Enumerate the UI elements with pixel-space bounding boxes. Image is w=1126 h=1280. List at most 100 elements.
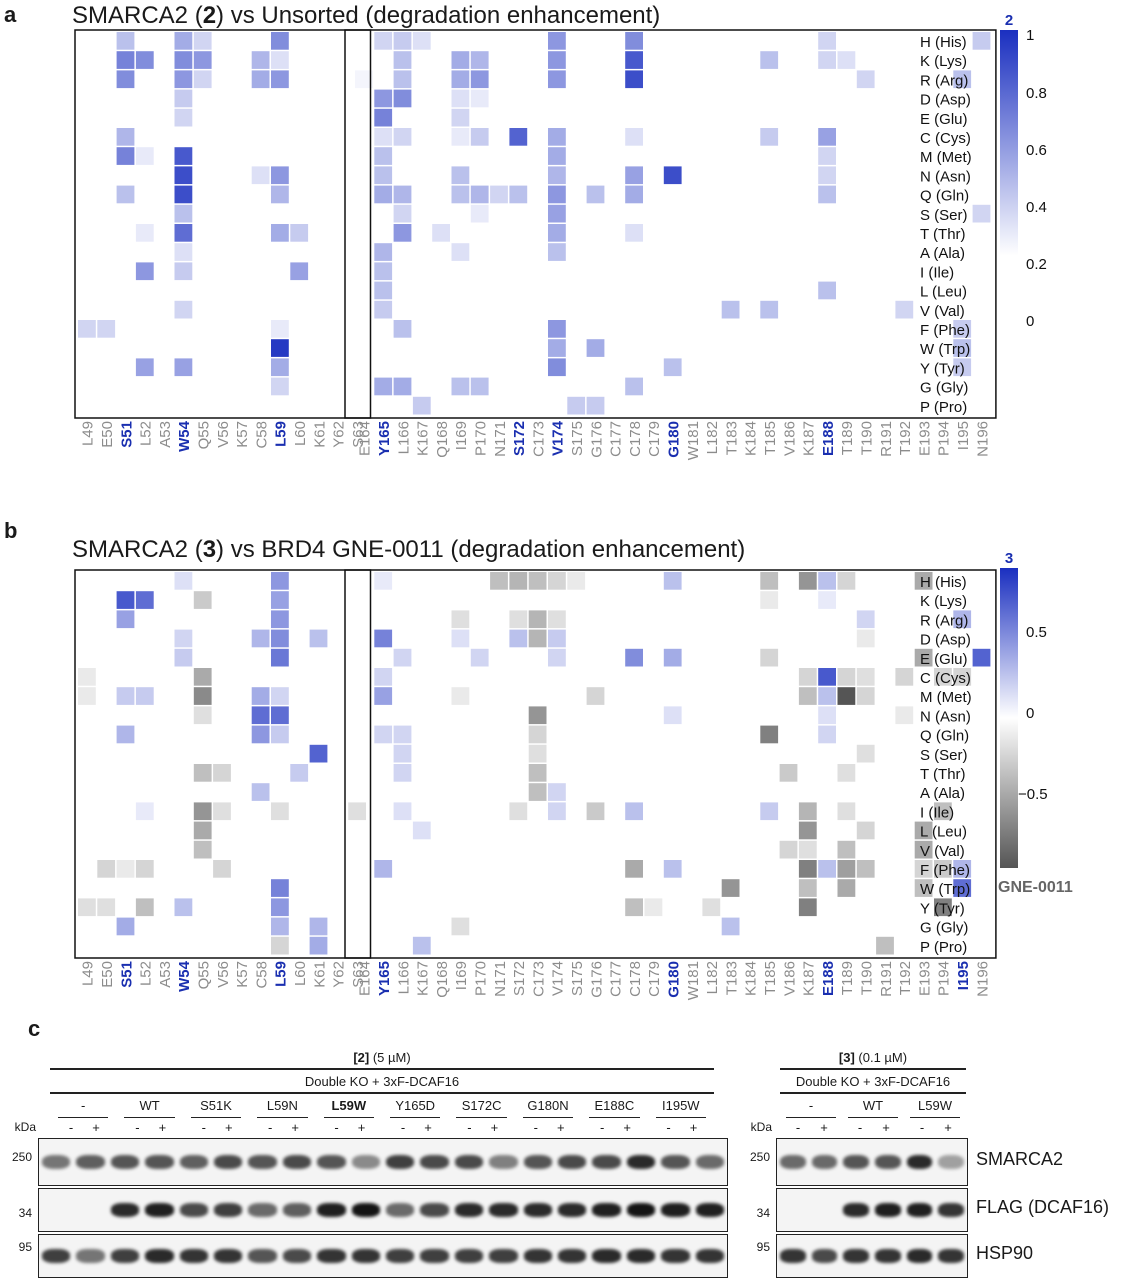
column-label: K57: [234, 421, 251, 448]
protein-band: [811, 1249, 838, 1263]
heatmap-cell: [309, 917, 328, 936]
lane-label-left: G180N: [527, 1098, 569, 1113]
heatmap-cell: [374, 128, 393, 146]
heatmap-cell: [798, 840, 817, 859]
row-label: W (Trp): [920, 881, 970, 898]
colorbar-tick: 0.4: [1026, 199, 1047, 216]
row-label: A (Ala): [920, 785, 965, 802]
column-label: R191: [878, 961, 895, 997]
mw-marker: 250: [11, 1150, 32, 1164]
protein-band: [110, 1154, 140, 1170]
heatmap-cell: [760, 51, 779, 69]
column-label: C178: [627, 421, 644, 457]
heatmap-cell: [412, 396, 431, 415]
heatmap-cell: [78, 320, 96, 338]
column-label: S63: [350, 961, 367, 988]
heatmap-cell: [856, 687, 875, 705]
heatmap-cell: [97, 860, 116, 878]
heatmap-cell: [348, 802, 366, 821]
protein-band: [592, 1154, 621, 1170]
protein-band: [523, 1154, 552, 1170]
heatmap-cell: [548, 339, 566, 357]
column-label: L49: [80, 421, 97, 446]
heatmap-cell: [818, 281, 836, 300]
row-label: G (Gly): [920, 380, 968, 397]
heatmap-cell: [548, 802, 566, 821]
heatmap-cell: [174, 204, 193, 223]
row-label: V (Val): [920, 843, 965, 860]
colorbar-tick: 0: [1026, 705, 1034, 722]
blot-box: [38, 1234, 728, 1278]
protein-band: [386, 1154, 415, 1170]
plus-label: +: [882, 1120, 890, 1135]
protein-band: [938, 1249, 964, 1263]
protein-band: [906, 1203, 933, 1217]
heatmap-cell: [271, 572, 289, 590]
column-label: I169: [453, 961, 470, 990]
protein-band: [214, 1154, 243, 1170]
heatmap-cell: [174, 572, 193, 590]
heatmap-cell: [251, 725, 270, 744]
heatmap-cell: [798, 821, 817, 840]
minus-label: -: [400, 1120, 406, 1135]
row-label: M (Met): [920, 149, 972, 166]
plus-label: +: [623, 1120, 631, 1135]
heatmap-cell: [586, 185, 605, 204]
heatmap-cell: [78, 668, 96, 686]
heatmap-cell: [271, 648, 289, 667]
heatmap-cell: [116, 917, 135, 936]
heatmap-cell: [271, 687, 289, 705]
protein-band: [938, 1154, 964, 1170]
heatmap-cell: [972, 32, 991, 50]
minus-label: -: [533, 1120, 538, 1135]
heatmap-cell: [760, 591, 779, 609]
heatmap-cell: [271, 898, 289, 917]
protein-band: [558, 1203, 587, 1217]
column-label: E164: [357, 421, 374, 456]
protein-band: [661, 1203, 690, 1217]
heatmap-cell: [174, 243, 193, 261]
row-label: D (Asp): [920, 92, 971, 109]
heatmap-cell: [837, 764, 856, 782]
panel-a-title: SMARCA2 (2) vs Unsorted (degradation enh…: [72, 2, 661, 29]
colorbar-tick: 0.2: [1026, 256, 1047, 273]
protein-band: [145, 1249, 174, 1263]
protein-band: [110, 1249, 140, 1263]
column-label: V56: [215, 421, 232, 448]
heatmap-cell: [393, 128, 412, 146]
heatmap-cell: [174, 358, 193, 377]
protein-band: [454, 1249, 484, 1263]
heatmap-cell: [837, 687, 856, 705]
column-label: E164: [357, 961, 374, 996]
heatmap-cell: [116, 687, 135, 705]
heatmap-cell: [309, 629, 328, 648]
heatmap-cell: [393, 32, 412, 50]
heatmap-cell: [116, 860, 135, 878]
protein-band: [145, 1203, 174, 1217]
heatmap-cell: [548, 128, 566, 146]
protein-band: [906, 1154, 933, 1170]
construct-right-line: [780, 1092, 966, 1094]
protein-band: [179, 1203, 208, 1217]
heatmap-cell: [271, 629, 289, 648]
heatmap-cell: [271, 51, 289, 69]
heatmap-cell: [509, 802, 528, 821]
protein-band: [454, 1203, 484, 1217]
heatmap-cell: [895, 706, 914, 725]
protein-band: [695, 1203, 724, 1217]
row-label: L (Leu): [920, 284, 967, 301]
column-label: Q168: [434, 961, 451, 998]
heatmap-right-frame: [344, 569, 997, 959]
protein-band: [214, 1249, 243, 1263]
column-label: K61: [311, 961, 328, 988]
heatmap-cell: [193, 687, 212, 705]
heatmap-cell: [528, 744, 547, 763]
heatmap-cell: [393, 204, 412, 223]
heatmap-cell: [116, 610, 135, 629]
protein-band: [938, 1203, 964, 1217]
heatmap-cell: [174, 224, 193, 242]
column-label: V174: [550, 961, 567, 996]
heatmap-cell: [271, 320, 289, 338]
plus-label: +: [689, 1120, 698, 1135]
column-label: G180: [665, 961, 682, 998]
